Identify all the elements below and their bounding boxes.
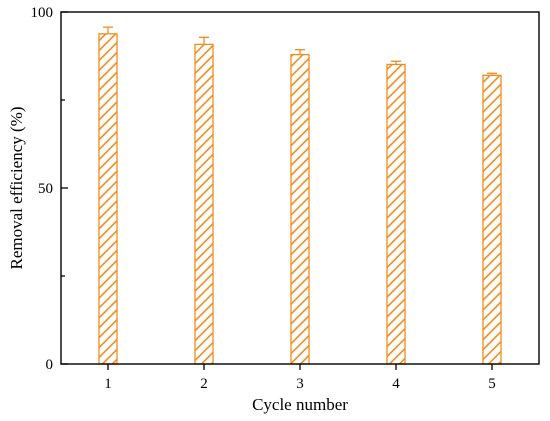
- bar-cycle-3: [290, 53, 310, 365]
- bars-layer: [98, 26, 502, 365]
- axes-layer: 0 50 100 1 2 3 4 5: [31, 5, 540, 392]
- x-tick-label: 5: [488, 376, 496, 392]
- error-bar-cycle-1: [103, 26, 113, 34]
- error-bar-cycle-2: [199, 36, 209, 45]
- error-bar-cycle-3: [295, 49, 305, 55]
- bar-cycle-5: [482, 74, 502, 365]
- bar-cycle-1: [98, 33, 118, 365]
- y-tick-label: 100: [31, 5, 54, 21]
- x-axis-title: Cycle number: [252, 395, 348, 414]
- y-tick-label: 0: [46, 357, 54, 373]
- x-tick-label: 3: [296, 376, 304, 392]
- x-tick-label: 2: [200, 376, 208, 392]
- y-axis-title: Removal efficiency (%): [7, 106, 26, 269]
- error-bar-cycle-5: [487, 72, 497, 76]
- x-tick-label: 4: [392, 376, 400, 392]
- error-bar-cycle-4: [391, 60, 401, 65]
- bar-cycle-2: [194, 43, 214, 365]
- x-tick-label: 1: [104, 376, 112, 392]
- y-tick-label: 50: [38, 181, 53, 197]
- bar-cycle-4: [386, 63, 406, 365]
